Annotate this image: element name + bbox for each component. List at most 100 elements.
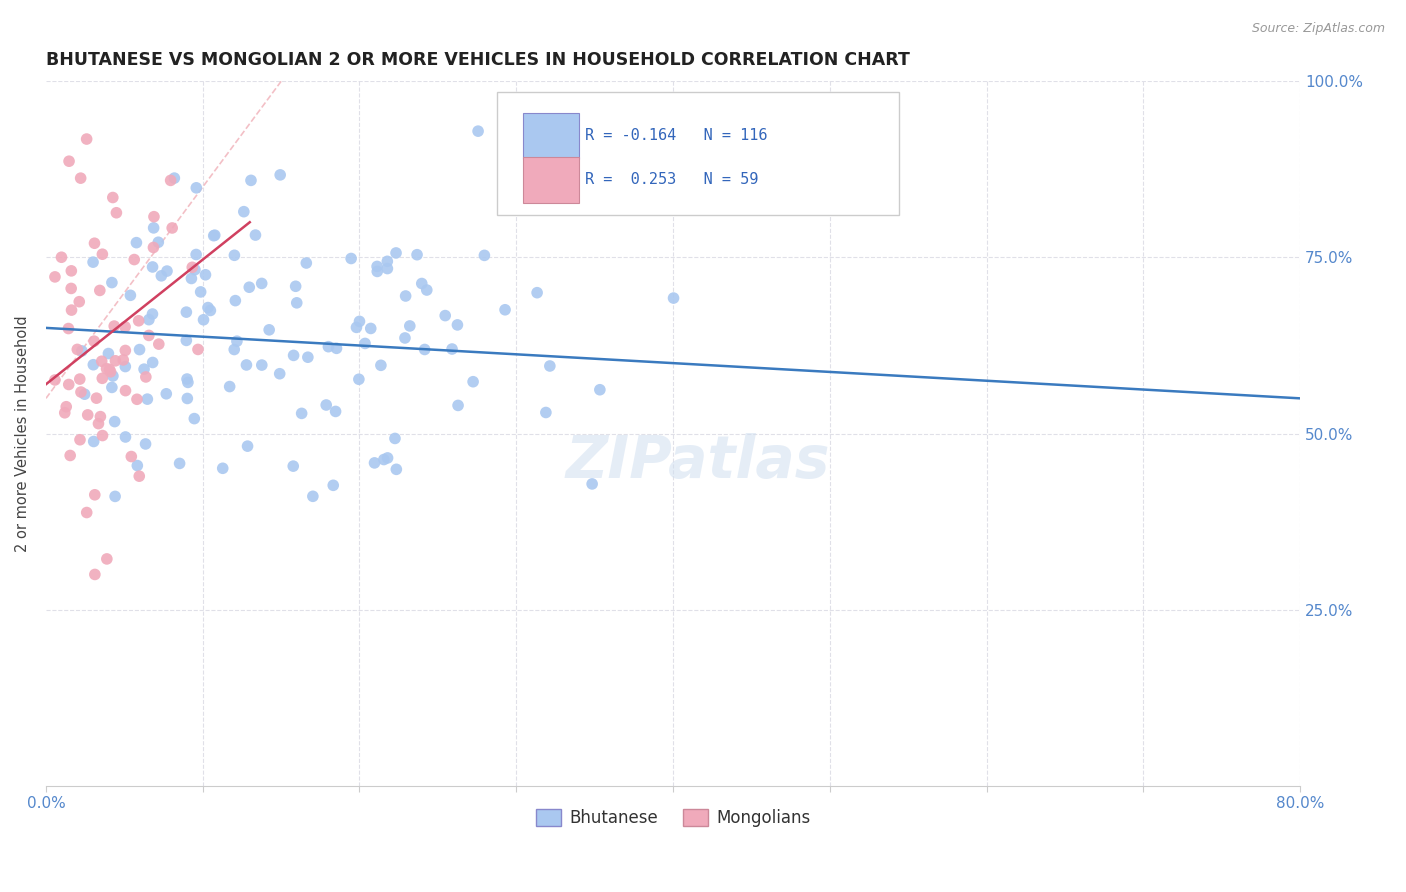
Point (58, 377, 80, 392)
Point (91, 247, 114, 261)
Point (197, 301, 219, 315)
Point (70, 385, 93, 400)
Point (120, 450, 142, 464)
Point (236, 439, 259, 453)
Point (467, 124, 489, 138)
Point (135, 370, 157, 384)
Point (325, 342, 347, 356)
Point (155, 386, 177, 401)
Point (176, 392, 198, 406)
Point (73, 387, 96, 401)
Point (112, 352, 135, 367)
Point (285, 295, 308, 310)
Point (70, 343, 93, 358)
Point (370, 359, 392, 373)
Point (125, 235, 148, 250)
Point (295, 256, 318, 270)
Point (120, 288, 142, 302)
Point (297, 350, 319, 364)
Point (114, 359, 136, 374)
Point (82, 358, 104, 372)
Legend: Bhutanese, Mongolians: Bhutanese, Mongolians (529, 802, 817, 834)
Point (156, 264, 179, 278)
Point (148, 337, 170, 351)
Point (98, 362, 121, 376)
Point (183, 411, 205, 425)
Point (224, 248, 246, 262)
Point (366, 264, 388, 278)
Point (534, 405, 557, 419)
Point (394, 331, 416, 345)
Point (211, 461, 233, 475)
Point (160, 221, 183, 235)
Point (143, 210, 166, 224)
Point (395, 289, 418, 303)
FancyBboxPatch shape (523, 113, 579, 159)
Point (325, 404, 347, 418)
Point (60, 303, 83, 318)
Point (96, 361, 118, 376)
Point (58, 154, 80, 169)
Text: BHUTANESE VS MONGOLIAN 2 OR MORE VEHICLES IN HOUSEHOLD CORRELATION CHART: BHUTANESE VS MONGOLIAN 2 OR MORE VEHICLE… (46, 51, 910, 69)
Point (69, 372, 91, 386)
Point (283, 459, 305, 474)
Point (51, 250, 73, 264)
Point (67, 294, 90, 309)
Point (66, 343, 89, 357)
Point (82, 255, 104, 269)
Point (235, 358, 257, 372)
Point (59, 449, 82, 463)
Point (89, 409, 111, 424)
Point (354, 336, 377, 351)
Point (589, 383, 612, 397)
Point (377, 450, 399, 465)
Point (366, 260, 388, 274)
Point (141, 307, 163, 321)
Point (101, 276, 124, 290)
Point (86, 391, 108, 405)
Point (142, 260, 165, 274)
Point (581, 477, 603, 491)
Point (446, 318, 468, 332)
Point (87, 417, 110, 431)
Point (447, 399, 470, 413)
Point (461, 375, 484, 389)
Point (375, 254, 398, 268)
Point (127, 458, 149, 473)
Point (101, 190, 124, 204)
Point (377, 261, 399, 276)
Point (411, 277, 433, 291)
Point (385, 462, 408, 476)
Point (122, 252, 145, 267)
Point (232, 204, 254, 219)
Point (142, 355, 165, 369)
Point (416, 283, 439, 297)
Point (101, 369, 124, 384)
Point (218, 379, 240, 393)
Point (526, 285, 548, 300)
Point (53, 406, 76, 420)
Point (226, 334, 249, 349)
Point (163, 171, 186, 186)
Point (349, 314, 371, 328)
Point (176, 305, 198, 319)
Point (105, 206, 128, 220)
FancyBboxPatch shape (523, 157, 579, 203)
Point (159, 173, 181, 187)
Point (138, 312, 160, 326)
Point (181, 260, 204, 275)
Point (291, 406, 314, 420)
Point (148, 235, 170, 250)
Point (190, 285, 212, 299)
Point (128, 343, 150, 357)
Point (83, 488, 105, 502)
Point (662, 291, 685, 305)
Point (128, 314, 150, 328)
Point (346, 320, 368, 334)
Point (69, 171, 91, 186)
Point (104, 415, 127, 429)
Point (538, 359, 561, 373)
Point (302, 489, 325, 503)
Point (240, 173, 263, 187)
Point (91, 428, 114, 442)
